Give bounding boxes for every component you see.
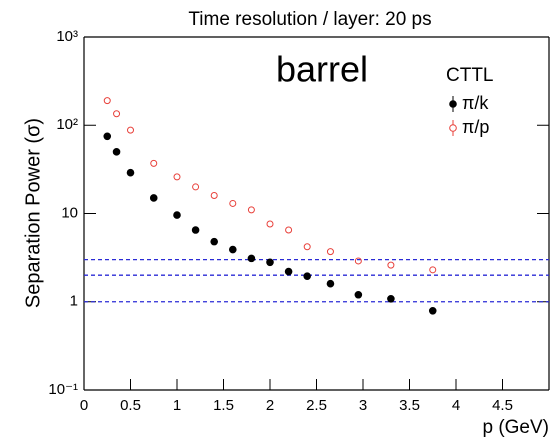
data-point (149, 194, 158, 202)
legend-marker (449, 100, 457, 108)
data-point (303, 243, 311, 251)
y-tick-label: 10² (56, 116, 78, 133)
annotation: barrel (276, 49, 368, 90)
data-point (247, 254, 256, 263)
data-point (112, 148, 121, 156)
legend-label: π/k (462, 93, 489, 113)
data-point (113, 110, 121, 118)
x-tick-label: 2.5 (306, 397, 327, 414)
data-point (173, 211, 181, 219)
x-tick-label: 4 (452, 397, 460, 414)
legend-title: CTTL (446, 65, 494, 86)
y-axis-label: Separation Power (σ) (22, 118, 44, 308)
x-tick-label: 1.5 (213, 397, 234, 414)
data-point (103, 132, 112, 141)
data-point (285, 226, 293, 234)
data-point (247, 206, 255, 214)
data-point (428, 306, 437, 315)
x-tick-label: 0 (80, 397, 88, 414)
x-tick-label: 3.5 (399, 397, 420, 414)
data-point (126, 168, 135, 177)
data-point (173, 173, 181, 181)
x-tick-label: 1 (173, 397, 181, 414)
legend-label: π/p (462, 117, 489, 137)
data-point (127, 126, 134, 134)
data-point (354, 257, 362, 265)
x-axis-label: p (GeV) (482, 417, 549, 438)
data-point (326, 248, 334, 256)
y-tick-label: 10 (61, 204, 78, 221)
data-point (387, 261, 395, 269)
data-point (229, 199, 237, 207)
x-tick-label: 2 (266, 397, 274, 414)
data-point (150, 159, 158, 167)
legend-marker (449, 124, 457, 132)
data-point (354, 290, 363, 299)
data-point (429, 266, 437, 274)
data-point (229, 245, 237, 254)
data-point (192, 183, 200, 191)
data-point (326, 279, 335, 288)
chart-title: Time resolution / layer: 20 ps (188, 9, 431, 30)
y-tick-label: 10³ (56, 28, 78, 45)
data-point (387, 295, 395, 303)
y-tick-label: 1 (70, 293, 78, 310)
plot-frame (83, 36, 550, 391)
data-point (303, 272, 312, 280)
data-point (210, 237, 218, 246)
x-tick-label: 3 (359, 397, 367, 414)
data-point (284, 267, 293, 276)
data-point (191, 226, 200, 234)
data-point (103, 97, 111, 105)
data-point (210, 191, 218, 199)
x-tick-label: 0.5 (120, 397, 141, 414)
data-point (266, 220, 274, 228)
data-point (266, 258, 274, 267)
y-tick-label: 10⁻¹ (48, 381, 78, 398)
x-tick-label: 4.5 (492, 397, 513, 414)
